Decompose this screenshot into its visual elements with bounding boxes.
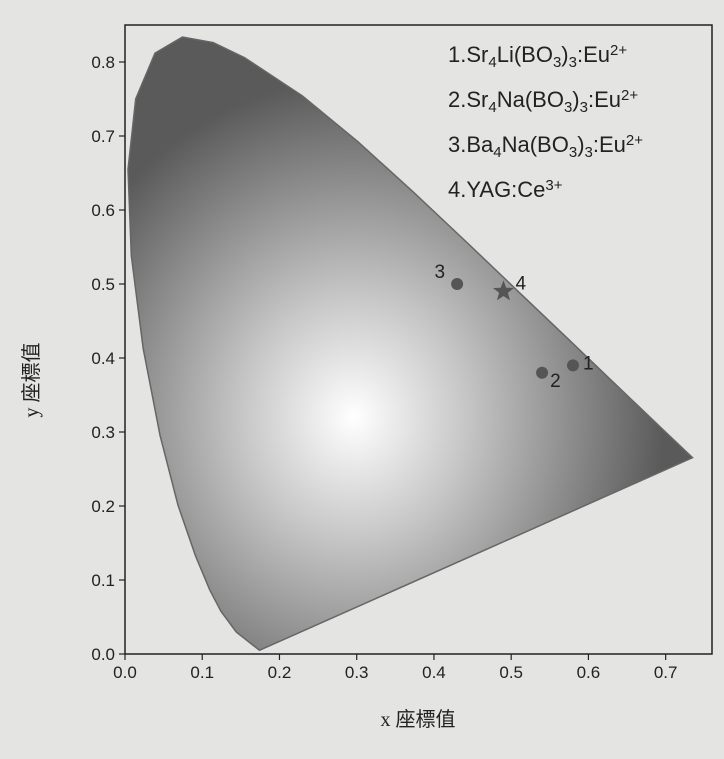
y-tick-label: 0.4 <box>91 349 115 368</box>
y-tick-label: 0.3 <box>91 423 115 442</box>
y-tick-label: 0.1 <box>91 571 115 590</box>
legend-text: 3 <box>553 54 561 71</box>
x-axis-title: x 座標值 <box>381 708 456 731</box>
legend-text: 4 <box>488 99 496 116</box>
point-label: 4 <box>515 273 526 294</box>
y-tick-label: 0.5 <box>91 275 115 294</box>
legend-text: 2+ <box>621 87 638 104</box>
legend-text: Na(BO <box>497 87 564 112</box>
legend-text: Li(BO <box>497 42 553 67</box>
legend-text: ) <box>572 87 579 112</box>
legend-entry: 4.YAG:Ce3+ <box>448 177 563 202</box>
x-tick-label: 0.1 <box>190 663 214 682</box>
legend-text: 2+ <box>610 42 627 59</box>
x-tick-label: 0.0 <box>113 663 137 682</box>
legend-text: 3.Ba <box>448 132 494 157</box>
legend-text: 1.Sr <box>448 42 488 67</box>
legend-text: 3+ <box>545 177 562 194</box>
legend-text: 4 <box>493 144 501 161</box>
point-label: 1 <box>583 353 594 374</box>
spectral-locus <box>127 36 694 652</box>
x-tick-label: 0.7 <box>654 663 678 682</box>
legend-text: :Eu <box>593 132 626 157</box>
x-tick-label: 0.2 <box>268 663 292 682</box>
legend-entry: 3.Ba4Na(BO3)3:Eu2+ <box>448 132 643 161</box>
y-tick-label: 0.6 <box>91 201 115 220</box>
legend-text: ) <box>561 42 568 67</box>
data-point <box>493 280 514 301</box>
legend-text: 3 <box>585 144 593 161</box>
point-label: 2 <box>550 371 561 392</box>
legend-text: 2.Sr <box>448 87 488 112</box>
legend-text: 4 <box>488 54 496 71</box>
x-tick-label: 0.3 <box>345 663 369 682</box>
legend-entry: 2.Sr4Na(BO3)3:Eu2+ <box>448 87 638 116</box>
legend-text: 3 <box>564 99 572 116</box>
y-tick-label: 0.2 <box>91 497 115 516</box>
legend-text: 3 <box>569 54 577 71</box>
legend-text: ) <box>577 132 584 157</box>
legend-text: 4.YAG:Ce <box>448 177 545 202</box>
legend-text: 3 <box>580 99 588 116</box>
y-tick-label: 0.8 <box>91 53 115 72</box>
point-label: 3 <box>435 262 446 283</box>
legend-text: :Eu <box>588 87 621 112</box>
legend-text: 2+ <box>626 132 643 149</box>
y-tick-label: 0.0 <box>91 645 115 664</box>
y-tick-label: 0.7 <box>91 127 115 146</box>
x-tick-label: 0.4 <box>422 663 446 682</box>
legend-text: 3 <box>569 144 577 161</box>
data-point <box>451 278 464 290</box>
plot-frame <box>124 24 713 655</box>
data-point <box>536 366 549 379</box>
x-tick-label: 0.5 <box>499 663 523 682</box>
x-tick-label: 0.6 <box>577 663 601 682</box>
data-point <box>566 359 579 372</box>
y-axis-title: y 座標值 <box>20 343 43 418</box>
legend-text: :Eu <box>577 42 610 67</box>
legend-text: Na(BO <box>502 132 569 157</box>
legend-entry: 1.Sr4Li(BO3)3:Eu2+ <box>448 42 627 71</box>
